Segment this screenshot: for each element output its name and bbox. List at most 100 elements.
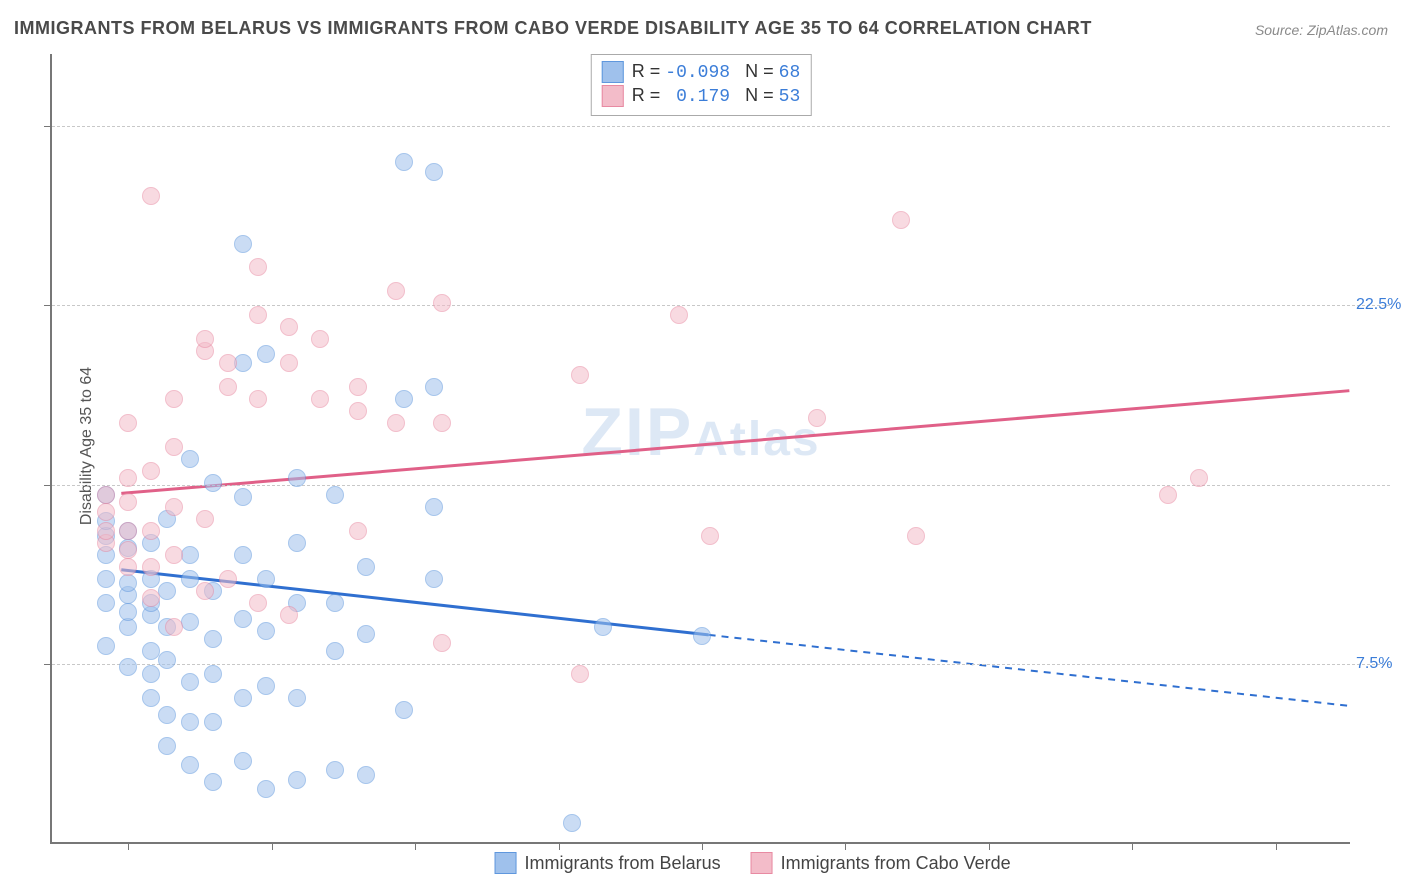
data-point-belarus: [357, 766, 375, 784]
x-tick: [559, 842, 560, 850]
data-point-belarus: [204, 474, 222, 492]
data-point-belarus: [204, 630, 222, 648]
data-point-belarus: [288, 469, 306, 487]
x-tick: [1276, 842, 1277, 850]
data-point-caboverde: [119, 493, 137, 511]
data-point-caboverde: [249, 306, 267, 324]
chart-title: IMMIGRANTS FROM BELARUS VS IMMIGRANTS FR…: [14, 18, 1092, 39]
data-point-belarus: [158, 651, 176, 669]
data-point-caboverde: [119, 414, 137, 432]
data-point-caboverde: [571, 366, 589, 384]
data-point-caboverde: [97, 522, 115, 540]
data-point-belarus: [204, 773, 222, 791]
data-point-belarus: [181, 450, 199, 468]
x-tick: [989, 842, 990, 850]
x-tick: [1132, 842, 1133, 850]
data-point-belarus: [204, 713, 222, 731]
trend-lines-layer: [52, 54, 1350, 842]
data-point-caboverde: [280, 354, 298, 372]
legend-swatch: [751, 852, 773, 874]
data-point-belarus: [234, 488, 252, 506]
data-point-caboverde: [142, 522, 160, 540]
data-point-belarus: [97, 594, 115, 612]
data-point-caboverde: [433, 414, 451, 432]
data-point-belarus: [234, 546, 252, 564]
x-tick: [272, 842, 273, 850]
data-point-belarus: [395, 153, 413, 171]
data-point-belarus: [594, 618, 612, 636]
data-point-caboverde: [219, 354, 237, 372]
data-point-caboverde: [119, 541, 137, 559]
gridline-h: [52, 485, 1390, 486]
legend-swatch: [602, 61, 624, 83]
data-point-belarus: [395, 701, 413, 719]
data-point-belarus: [425, 378, 443, 396]
data-point-caboverde: [349, 402, 367, 420]
data-point-belarus: [288, 771, 306, 789]
data-point-caboverde: [280, 606, 298, 624]
data-point-belarus: [142, 665, 160, 683]
data-point-belarus: [181, 673, 199, 691]
data-point-belarus: [257, 345, 275, 363]
data-point-belarus: [395, 390, 413, 408]
y-tick-label: 7.5%: [1356, 655, 1406, 673]
data-point-belarus: [257, 780, 275, 798]
data-point-belarus: [204, 665, 222, 683]
gridline-h: [52, 305, 1390, 306]
data-point-caboverde: [349, 522, 367, 540]
series-legend: Immigrants from Belarus Immigrants from C…: [495, 852, 1011, 874]
data-point-belarus: [326, 642, 344, 660]
source-attribution: Source: ZipAtlas.com: [1255, 22, 1388, 38]
data-point-caboverde: [907, 527, 925, 545]
data-point-caboverde: [97, 503, 115, 521]
data-point-belarus: [257, 570, 275, 588]
data-point-belarus: [181, 613, 199, 631]
data-point-belarus: [158, 706, 176, 724]
data-point-caboverde: [165, 390, 183, 408]
legend-swatch: [602, 85, 624, 107]
data-point-caboverde: [165, 546, 183, 564]
data-point-belarus: [181, 570, 199, 588]
data-point-belarus: [693, 627, 711, 645]
data-point-caboverde: [142, 589, 160, 607]
watermark-prefix: ZIP: [581, 394, 693, 470]
legend-stats: R = 0.179 N = 53: [632, 85, 801, 107]
data-point-belarus: [425, 570, 443, 588]
data-point-caboverde: [311, 330, 329, 348]
data-point-caboverde: [165, 618, 183, 636]
data-point-caboverde: [433, 634, 451, 652]
data-point-caboverde: [387, 282, 405, 300]
data-point-belarus: [234, 235, 252, 253]
data-point-belarus: [288, 534, 306, 552]
data-point-caboverde: [219, 378, 237, 396]
legend-stats: R = -0.098 N = 68: [632, 61, 801, 83]
trendline-belarus-extrapolated: [709, 635, 1350, 706]
series-legend-label: Immigrants from Belarus: [525, 853, 721, 874]
data-point-caboverde: [142, 462, 160, 480]
data-point-belarus: [326, 486, 344, 504]
x-tick: [128, 842, 129, 850]
data-point-belarus: [158, 737, 176, 755]
data-point-belarus: [326, 594, 344, 612]
data-point-caboverde: [142, 187, 160, 205]
legend-swatch: [495, 852, 517, 874]
data-point-caboverde: [670, 306, 688, 324]
data-point-belarus: [357, 625, 375, 643]
data-point-caboverde: [196, 510, 214, 528]
data-point-belarus: [234, 689, 252, 707]
data-point-caboverde: [196, 582, 214, 600]
data-point-belarus: [119, 658, 137, 676]
y-tick: [44, 126, 52, 127]
series-legend-item-caboverde: Immigrants from Cabo Verde: [751, 852, 1011, 874]
data-point-belarus: [97, 637, 115, 655]
data-point-belarus: [234, 752, 252, 770]
legend-row-belarus: R = -0.098 N = 68: [602, 61, 801, 83]
x-tick: [845, 842, 846, 850]
x-tick: [702, 842, 703, 850]
data-point-caboverde: [97, 486, 115, 504]
y-tick: [44, 664, 52, 665]
series-legend-label: Immigrants from Cabo Verde: [781, 853, 1011, 874]
data-point-caboverde: [311, 390, 329, 408]
data-point-belarus: [563, 814, 581, 832]
data-point-caboverde: [892, 211, 910, 229]
